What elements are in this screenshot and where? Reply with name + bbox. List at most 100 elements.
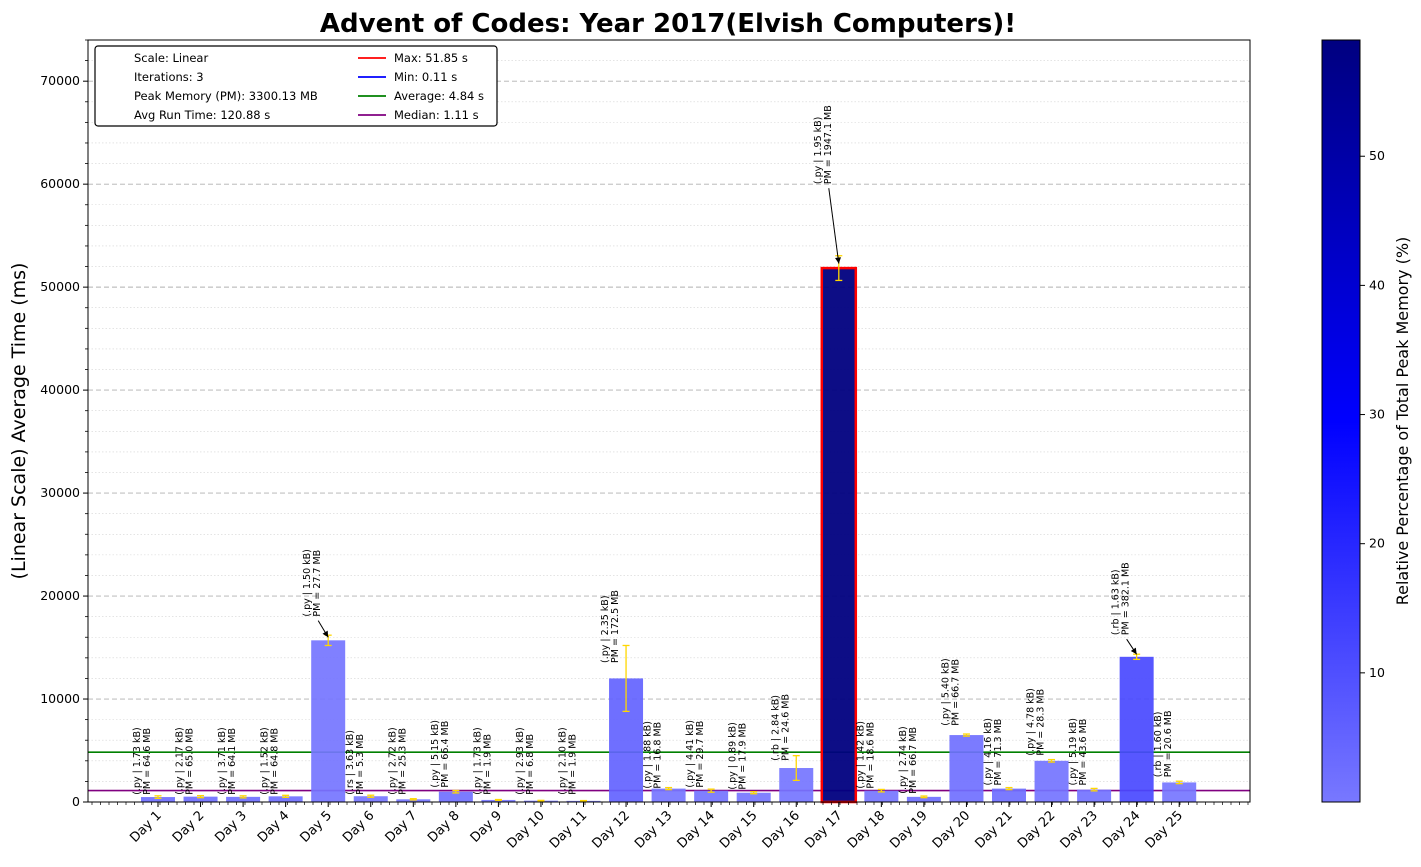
annotation-day-19: (.py | 2.74 kB) PM = 66.7 MB	[898, 726, 919, 794]
y-tick-label: 70000	[40, 73, 80, 88]
bar-day-2	[183, 796, 218, 802]
annotation-day-1: (.py | 1.73 kB) PM = 64.6 MB	[132, 727, 153, 795]
annotation-line: PM = 16.8 MB	[653, 722, 664, 789]
annotation-day-4: (.py | 1.52 kB) PM = 64.8 MB	[260, 727, 281, 795]
x-tick-label: Day 23	[1058, 808, 1101, 851]
bar-day-18	[864, 790, 899, 802]
annotation-line: (.py | 2.74 kB)	[898, 726, 909, 794]
annotation-day-21: (.py | 4.16 kB) PM = 71.3 MB	[983, 718, 1004, 786]
bar-day-4	[268, 796, 303, 802]
annotation-day-18: (.py | 1.42 kB) PM = 18.6 MB	[855, 721, 876, 789]
legend-info-entry: Iterations: 3	[134, 70, 204, 84]
x-tick-label: Day 13	[632, 808, 675, 851]
annotation-day-14: (.py | 4.41 kB) PM = 29.7 MB	[685, 720, 706, 788]
bar-day-24	[1119, 656, 1154, 802]
legend: Scale: Linear Iterations: 3 Peak Memory (P…	[94, 45, 498, 127]
annotation-day-10: (.py | 2.93 kB) PM = 6.8 MB	[515, 727, 536, 795]
x-tick-label: Day 4	[255, 808, 293, 846]
annotation-line: (.py | 1.88 kB)	[643, 721, 654, 789]
x-tick-label: Day 21	[972, 808, 1015, 851]
annotation-line: PM = 1.9 MB	[568, 734, 579, 795]
annotation-line: PM = 6.8 MB	[525, 734, 536, 795]
annotation-line: (.py | 1.95 kB)	[813, 117, 824, 185]
annotation-line: PM = 29.7 MB	[695, 721, 706, 788]
annotation-line: (.py | 2.93 kB)	[515, 727, 526, 795]
y-tick-label: 40000	[40, 382, 80, 397]
x-tick-label: Day 17	[802, 808, 845, 851]
annotation-line: (.py | 2.17 kB)	[175, 727, 186, 795]
annotation-line: (.py | 5.15 kB)	[430, 720, 441, 788]
colorbar-tick-label: 20	[1369, 536, 1385, 551]
annotation-day-3: (.py | 3.71 kB) PM = 64.1 MB	[217, 727, 238, 795]
annotation-line: PM = 17.9 MB	[738, 723, 749, 790]
bar-day-14	[694, 790, 729, 802]
bar-day-13	[651, 788, 686, 802]
legend-box	[94, 45, 498, 127]
annotation-line: PM = 20.6 MB	[1163, 710, 1174, 777]
annotation-day-9: (.py | 1.73 kB) PM = 1.9 MB	[472, 727, 493, 795]
annotation-line: (.py | 0.89 kB)	[728, 722, 739, 790]
bar-day-5	[311, 640, 346, 802]
y-tick-label: 0	[72, 794, 80, 809]
legend-entry-max: Max: 51.85 s	[394, 51, 468, 65]
annotation-day-6: (.rs | 3.63 kB) PM = 5.3 MB	[345, 730, 366, 795]
annotation-line: (.py | 1.73 kB)	[472, 727, 483, 795]
colorbar-tick-label: 30	[1369, 407, 1385, 422]
annotation-day-20: (.py | 5.40 kB) PM = 66.7 MB	[940, 658, 961, 726]
annotation-line: PM = 18.6 MB	[865, 722, 876, 789]
annotation-line: PM = 172.5 MB	[610, 590, 621, 663]
x-tick-label: Day 22	[1015, 808, 1058, 851]
legend-info-entry: Peak Memory (PM): 3300.13 MB	[134, 89, 318, 103]
annotation-line: (.py | 3.71 kB)	[217, 727, 228, 795]
annotation-day-15: (.py | 0.89 kB) PM = 17.9 MB	[728, 722, 749, 790]
x-tick-label: Day 5	[297, 808, 335, 846]
x-tick-label: Day 2	[170, 808, 208, 846]
x-tick-label: Day 7	[383, 808, 421, 846]
annotation-line: PM = 382.1 MB	[1121, 562, 1132, 635]
annotation-arrowhead	[835, 257, 841, 264]
y-tick-label: 50000	[40, 279, 80, 294]
annotation-line: (.py | 5.19 kB)	[1068, 718, 1079, 786]
annotation-day-23: (.py | 5.19 kB) PM = 43.6 MB	[1068, 718, 1089, 786]
annotation-line: (.py | 1.52 kB)	[260, 727, 271, 795]
x-tick-label: Day 11	[547, 808, 590, 851]
annotation-line: (.py | 1.73 kB)	[132, 727, 143, 795]
legend-info-entry: Scale: Linear	[134, 51, 208, 65]
colorbar-gradient	[1321, 39, 1361, 803]
x-tick-label: Day 14	[675, 808, 718, 851]
x-tick-label: Day 16	[760, 808, 803, 851]
legend-entry-average: Average: 4.84 s	[394, 89, 484, 103]
y-tick-label: 10000	[40, 691, 80, 706]
bar-day-15	[736, 792, 771, 802]
colorbar-tick-label: 10	[1369, 665, 1385, 680]
bar-day-7	[396, 799, 431, 802]
x-tick-label: Day 3	[212, 808, 250, 846]
bar-day-8	[438, 791, 473, 802]
annotation-line: PM = 64.1 MB	[227, 728, 238, 795]
annotation-day-7: (.py | 2.72 kB) PM = 25.3 MB	[387, 727, 408, 795]
bar-day-17	[820, 266, 858, 804]
colorbar: 10 20 30 40 50 Relative Percentage of Total …	[1321, 39, 1412, 803]
annotation-line: PM = 66.4 MB	[440, 721, 451, 788]
x-tick-label: Day 9	[468, 808, 506, 846]
colorbar-label: Relative Percentage of Total Peak Memory…	[1393, 237, 1412, 606]
annotation-day-13: (.py | 1.88 kB) PM = 16.8 MB	[643, 721, 664, 789]
annotation-line: (.py | 4.78 kB)	[1026, 688, 1037, 756]
x-tick-label: Day 8	[425, 808, 463, 846]
annotation-arrowhead	[1130, 647, 1137, 655]
x-tick-label: Day 15	[717, 808, 760, 851]
legend-entry-min: Min: 0.11 s	[394, 70, 457, 84]
annotation-line: PM = 71.3 MB	[993, 719, 1004, 786]
colorbar-tick-label: 50	[1369, 148, 1385, 163]
annotation-line: PM = 25.3 MB	[397, 728, 408, 795]
annotation-line: (.rs | 3.63 kB)	[345, 730, 356, 795]
x-tick-label: Day 19	[887, 808, 930, 851]
annotation-day-24: (.rb | 1.63 kB) PM = 382.1 MB	[1111, 562, 1132, 635]
annotation-line: PM = 27.7 MB	[312, 550, 323, 617]
annotation-line: (.rb | 2.84 kB)	[770, 695, 781, 761]
bars	[141, 266, 1197, 804]
annotation-line: PM = 64.8 MB	[270, 728, 281, 795]
y-tick-label: 20000	[40, 588, 80, 603]
bar-annotations: (.py | 1.73 kB) PM = 64.6 MB (.py | 2.17 k…	[132, 105, 1174, 795]
